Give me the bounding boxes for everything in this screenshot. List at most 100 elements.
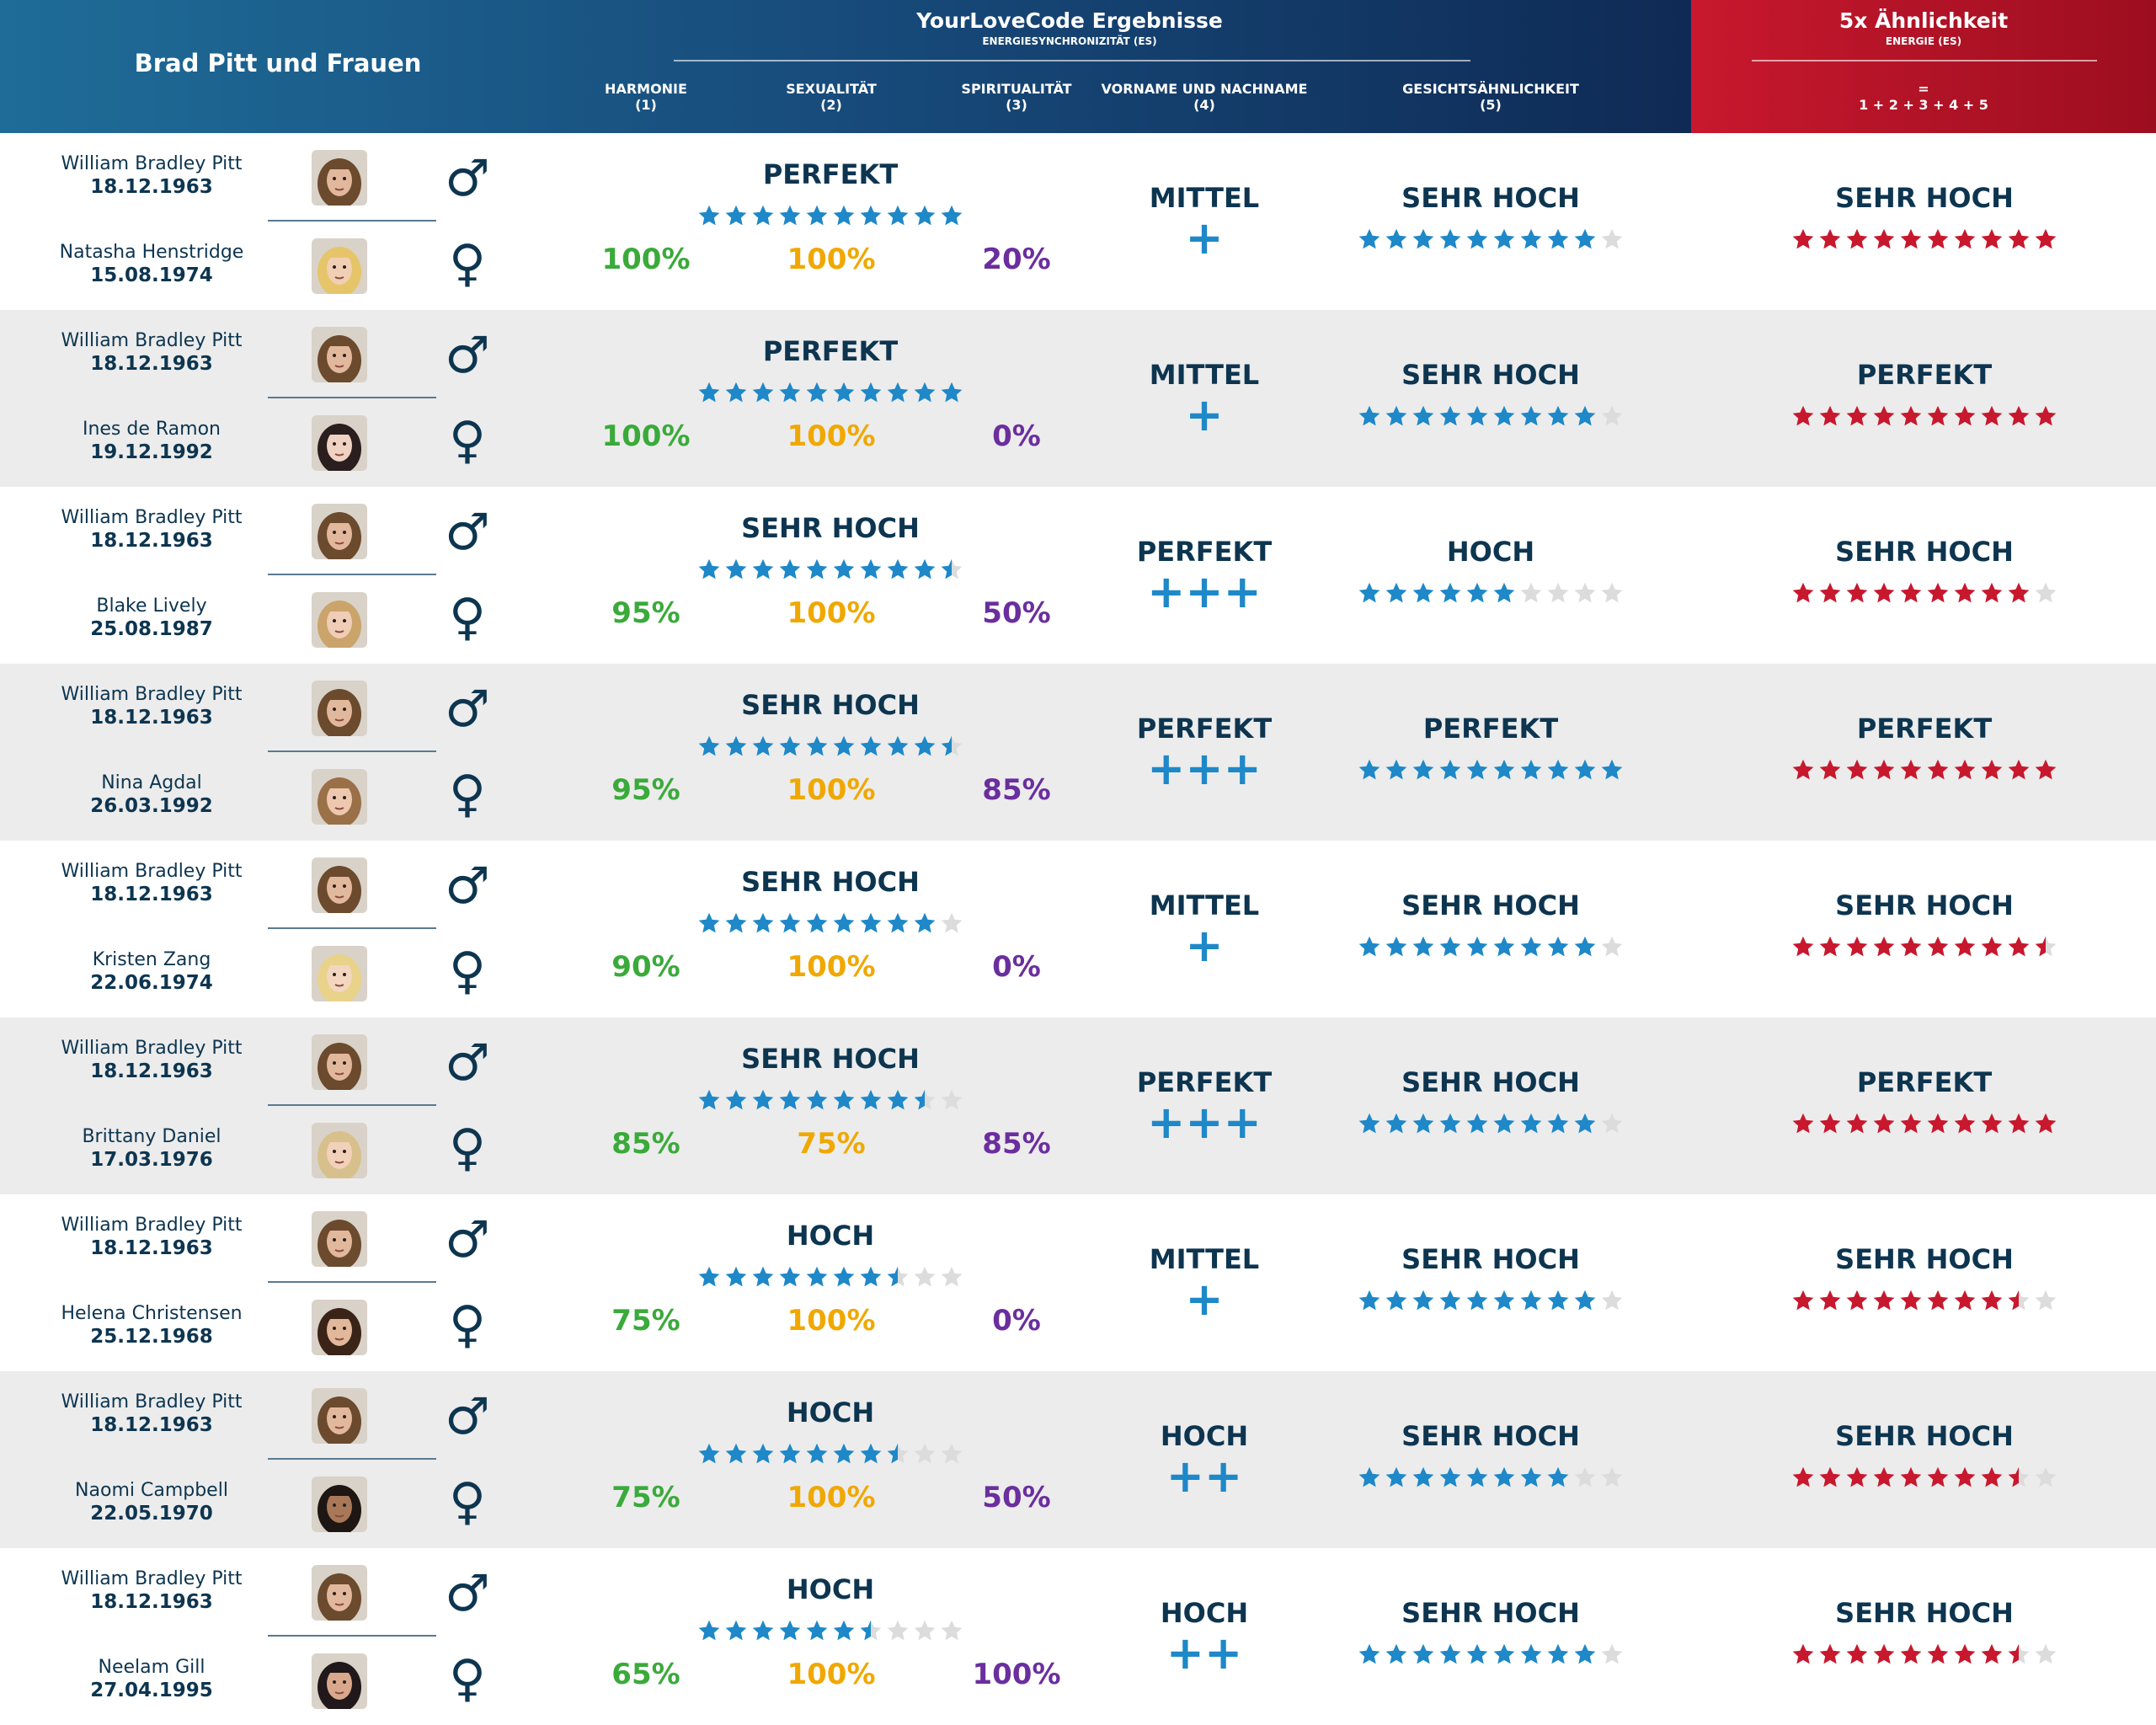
person-divider	[268, 1635, 436, 1637]
name-plus-icon: +	[1185, 1273, 1224, 1326]
star-filled-icon	[698, 558, 720, 579]
star-filled-icon	[779, 205, 801, 226]
col-label: SPIRITUALITÄT	[961, 81, 1072, 97]
male-birthdate: 18.12.1963	[90, 1237, 213, 1259]
es-stars	[697, 1265, 967, 1289]
star-filled-icon	[1954, 582, 1976, 603]
star-empty-icon	[914, 1620, 936, 1641]
star-filled-icon	[752, 205, 774, 226]
name-rating-label: HOCH	[1160, 1420, 1249, 1452]
star-filled-icon	[1927, 936, 1949, 957]
star-filled-icon	[1900, 1643, 1922, 1664]
face-stars	[1358, 1466, 1627, 1489]
star-empty-icon	[2035, 1466, 2057, 1487]
star-filled-icon	[1900, 1113, 1922, 1134]
star-empty-icon	[2035, 582, 2057, 603]
star-filled-icon	[698, 205, 720, 226]
star-empty-icon	[1520, 582, 1542, 603]
es-rating-label: PERFEKT	[762, 158, 899, 190]
total-rating-label: SEHR HOCH	[1835, 889, 2014, 921]
star-filled-icon	[1846, 405, 1868, 426]
star-filled-icon	[1601, 759, 1623, 780]
es-rating-label: SEHR HOCH	[741, 689, 920, 721]
star-filled-icon	[1846, 1290, 1868, 1311]
star-filled-icon	[1927, 1113, 1949, 1134]
star-filled-icon	[1439, 582, 1461, 603]
es-stars	[697, 204, 967, 227]
star-filled-icon	[752, 1089, 774, 1110]
star-filled-icon	[1819, 1113, 1841, 1134]
star-filled-icon	[725, 1089, 747, 1110]
total-stars	[1791, 404, 2061, 428]
star-filled-icon	[1981, 1643, 2003, 1664]
star-filled-icon	[1493, 228, 1515, 249]
star-empty-icon	[1547, 582, 1569, 603]
table-row: William Bradley Pitt 18.12.1963 Naomi Camp…	[0, 1371, 2156, 1548]
name-plus-icon: ++	[1166, 1450, 1243, 1503]
male-person: William Bradley Pitt 18.12.1963	[34, 1215, 270, 1259]
female-birthdate: 27.04.1995	[90, 1680, 213, 1701]
es-rating-label: HOCH	[786, 1397, 875, 1429]
star-filled-icon	[1846, 228, 1868, 249]
star-filled-icon	[1792, 228, 1814, 249]
star-filled-icon	[1412, 582, 1434, 603]
total-stars	[1791, 581, 2061, 605]
star-filled-icon	[725, 1266, 747, 1287]
star-empty-icon	[941, 912, 963, 933]
star-filled-icon	[1574, 1643, 1596, 1664]
star-filled-icon	[1439, 1643, 1461, 1664]
star-filled-icon	[1547, 1466, 1569, 1487]
similarity-title: 5x Ähnlichkeit	[1838, 8, 2009, 33]
es-stars	[697, 381, 967, 404]
star-empty-icon	[1574, 582, 1596, 603]
star-filled-icon	[1927, 1290, 1949, 1311]
star-filled-icon	[833, 1443, 855, 1464]
star-filled-icon	[1466, 936, 1488, 957]
star-filled-icon	[1792, 936, 1814, 957]
female-name: Blake Lively	[96, 595, 207, 617]
star-filled-icon	[1439, 1466, 1461, 1487]
star-filled-icon	[1412, 1113, 1434, 1134]
table-row: William Bradley Pitt 18.12.1963 Helena Chr…	[0, 1194, 2156, 1371]
col-vorname-nachname: VORNAME UND NACHNAME (4)	[1086, 81, 1322, 113]
star-filled-icon	[1792, 1290, 1814, 1311]
female-person: Natasha Henstridge 15.08.1974	[34, 242, 270, 286]
es-stars	[697, 1619, 967, 1642]
es-rating-label: PERFEKT	[762, 335, 899, 367]
star-filled-icon	[1358, 936, 1380, 957]
male-person: William Bradley Pitt 18.12.1963	[34, 507, 270, 552]
star-filled-icon	[806, 912, 828, 933]
person-divider	[268, 220, 436, 222]
star-filled-icon	[779, 1089, 801, 1110]
star-filled-icon	[752, 558, 774, 579]
star-filled-icon	[2008, 405, 2030, 426]
star-filled-icon	[1819, 1643, 1841, 1664]
spiritualitaet-value: 0%	[992, 1304, 1041, 1338]
female-name: Kristen Zang	[92, 949, 211, 970]
male-symbol-icon: ♂	[445, 503, 490, 562]
star-empty-icon	[941, 1443, 963, 1464]
star-filled-icon	[698, 382, 720, 403]
star-empty-icon	[914, 1443, 936, 1464]
male-birthdate: 18.12.1963	[90, 1591, 213, 1613]
star-filled-icon	[1547, 1643, 1569, 1664]
harmonie-value: 65%	[611, 1658, 680, 1691]
star-filled-icon	[779, 1266, 801, 1287]
star-empty-icon	[1601, 582, 1623, 603]
star-filled-icon	[1873, 1643, 1895, 1664]
star-filled-icon	[1493, 1643, 1515, 1664]
star-empty-icon	[1601, 1466, 1623, 1487]
star-filled-icon	[1493, 1113, 1515, 1134]
table-row: William Bradley Pitt 18.12.1963 Kristen Za…	[0, 841, 2156, 1017]
page-title: Brad Pitt und Frauen	[134, 49, 422, 77]
star-filled-icon	[1900, 1466, 1922, 1487]
star-filled-icon	[725, 1620, 747, 1641]
star-half-icon	[941, 735, 963, 756]
star-filled-icon	[1547, 1113, 1569, 1134]
spiritualitaet-value: 0%	[992, 419, 1041, 453]
female-birthdate: 15.08.1974	[90, 264, 213, 286]
sexualitaet-value: 100%	[787, 773, 876, 807]
star-filled-icon	[1900, 936, 1922, 957]
female-birthdate: 17.03.1976	[90, 1149, 213, 1171]
female-symbol-icon: ♀	[449, 234, 486, 293]
